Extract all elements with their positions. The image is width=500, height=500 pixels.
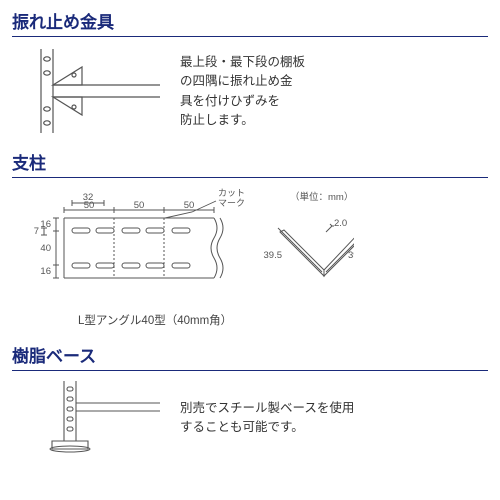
pillar-diagram: （単位：mm） (34, 188, 354, 328)
section-body: （単位：mm） (12, 188, 488, 328)
section-body: 別売でスチール製ベースを使用 することも可能です。 (12, 381, 488, 455)
section-anti-sway-bracket: 振れ止め金具 (12, 8, 488, 135)
dim-50b: 50 (134, 200, 145, 211)
bracket-description: 最上段・最下段の棚板 の四隅に振れ止め金 具を付けひずみを 防止します。 (180, 47, 305, 131)
section-resin-base: 樹脂ベース (12, 342, 488, 455)
section-title: 支柱 (12, 149, 488, 178)
cut-mark-label: カット (218, 188, 245, 198)
section-pillar: 支柱 （単位：mm） (12, 149, 488, 328)
dim-16b: 16 (40, 266, 51, 277)
pillar-caption: L型アングル40型（40mm角） (34, 312, 354, 328)
section-title: 振れ止め金具 (12, 8, 488, 37)
svg-text:マーク: マーク (218, 198, 245, 208)
section-body: 最上段・最下段の棚板 の四隅に振れ止め金 具を付けひずみを 防止します。 (12, 47, 488, 135)
dim-32: 32 (83, 192, 94, 203)
unit-note: （単位：mm） (290, 191, 353, 203)
dim-40: 40 (40, 243, 51, 254)
dim-leg1: 39.5 (264, 250, 283, 261)
base-description: 別売でスチール製ベースを使用 することも可能です。 (180, 381, 354, 438)
bracket-diagram (34, 47, 164, 135)
base-diagram (34, 381, 164, 455)
dim-leg2: 39.5 (348, 250, 354, 261)
dim-thick: 2.0 (334, 218, 347, 229)
dim-50c: 50 (184, 200, 195, 211)
section-title: 樹脂ベース (12, 342, 488, 371)
dim-7: 7 (34, 226, 39, 237)
dim-16a: 16 (40, 219, 51, 230)
